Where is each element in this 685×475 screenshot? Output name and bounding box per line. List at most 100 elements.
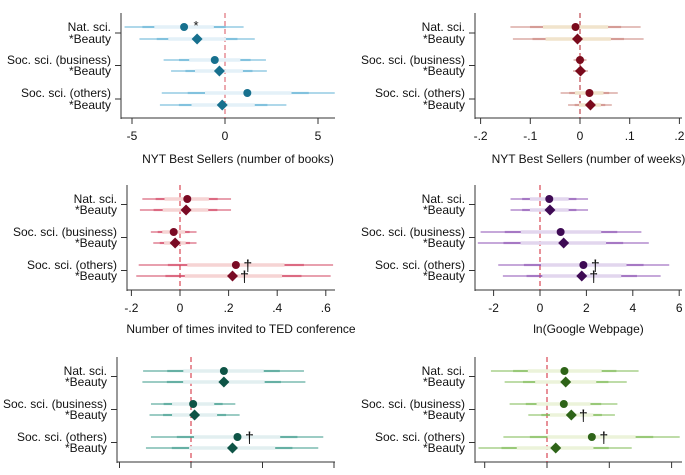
significance-marker: *	[194, 18, 199, 33]
point-estimate-circle	[585, 89, 594, 97]
x-tick-label: -.1	[523, 129, 537, 143]
significance-marker: †	[579, 408, 588, 425]
category-label: Nat. sci.	[74, 192, 117, 206]
panel-1: -5 0 5 NYT Best Sellers (number of books) Na…	[7, 13, 335, 166]
category-label: *Beauty	[75, 203, 117, 217]
significance-marker: †	[589, 269, 598, 286]
x-tick-label: .4	[272, 301, 282, 315]
x-tick-label: 4	[629, 301, 636, 315]
x-tick-label: 0	[177, 301, 184, 315]
point-estimate-diamond	[576, 270, 588, 282]
point-estimate-diamond	[191, 33, 203, 45]
point-estimate-circle	[219, 367, 228, 375]
point-estimate-circle	[560, 367, 569, 375]
category-label: *Beauty	[423, 441, 465, 455]
category-label: *Beauty	[65, 408, 107, 422]
category-label: Soc. sci. (others)	[17, 430, 107, 444]
category-label: Soc. sci. (others)	[375, 258, 465, 272]
point-estimate-diamond	[189, 409, 201, 421]
point-estimate-circle	[579, 261, 588, 269]
category-label: *Beauty	[75, 236, 117, 250]
category-label: Nat. sci.	[422, 364, 465, 378]
category-label: *Beauty	[69, 64, 111, 78]
point-estimate-diamond	[169, 237, 181, 249]
category-label: Soc. sci. (others)	[27, 258, 117, 272]
category-label: *Beauty	[423, 98, 465, 112]
x-tick-label: 5	[315, 129, 322, 143]
point-estimate-circle	[233, 433, 242, 441]
point-estimate-circle	[559, 400, 568, 408]
point-estimate-circle	[189, 400, 198, 408]
point-estimate-diamond	[572, 33, 584, 45]
point-estimate-circle	[180, 23, 189, 31]
x-tick-label: 0	[537, 301, 544, 315]
point-estimate-circle	[210, 56, 219, 64]
significance-marker: †	[243, 258, 252, 275]
category-label: *Beauty	[423, 236, 465, 250]
category-label: Nat. sci.	[422, 20, 465, 34]
category-label: *Beauty	[69, 98, 111, 112]
category-label: Soc. sci. (business)	[361, 397, 465, 411]
point-estimate-diamond	[565, 409, 577, 421]
point-estimate-diamond	[584, 99, 596, 111]
category-label: Soc. sci. (business)	[361, 225, 465, 239]
category-label: Soc. sci. (business)	[361, 53, 465, 67]
x-axis-title: ln(Google Webpage)	[533, 322, 644, 336]
point-estimate-circle	[183, 195, 192, 203]
x-tick-label: -.2	[474, 129, 488, 143]
point-estimate-circle	[169, 228, 178, 236]
x-tick-label: .6	[321, 301, 331, 315]
point-estimate-circle	[243, 89, 252, 97]
x-tick-label: 0	[577, 129, 584, 143]
category-label: Nat. sci.	[422, 192, 465, 206]
category-label: *Beauty	[423, 64, 465, 78]
point-estimate-diamond	[216, 99, 228, 111]
point-estimate-circle	[231, 261, 240, 269]
x-tick-label: -5	[127, 129, 138, 143]
x-axis-title: NYT Best Sellers (number of books)	[142, 152, 334, 166]
x-tick-label: -2	[488, 301, 499, 315]
x-axis-title: Number of times invited to TED conferenc…	[126, 322, 356, 336]
category-label: *Beauty	[75, 269, 117, 283]
point-estimate-circle	[576, 56, 584, 64]
category-label: *Beauty	[69, 32, 111, 46]
significance-marker: †	[240, 269, 249, 286]
category-label: Nat. sci.	[64, 364, 107, 378]
point-estimate-diamond	[550, 442, 562, 454]
x-tick-label: 2	[583, 301, 590, 315]
category-label: Soc. sci. (business)	[3, 397, 107, 411]
panel-2: -.2 -.1 0 .1 .2 NYT Best Sellers (number of w…	[361, 13, 685, 166]
x-tick-label: .1	[625, 129, 635, 143]
point-estimate-diamond	[560, 376, 572, 388]
x-tick-label: .2	[224, 301, 234, 315]
category-label: Soc. sci. (others)	[375, 430, 465, 444]
point-estimate-diamond	[218, 376, 230, 388]
point-estimate-circle	[587, 433, 596, 441]
x-tick-label: 0	[222, 129, 229, 143]
panel-4: -2 0 2 4 6ln(Google Webpage)Nat. sci.*Beauty…	[361, 185, 683, 336]
significance-marker: †	[591, 258, 600, 275]
point-estimate-diamond	[574, 65, 586, 77]
x-tick-label: 6	[676, 301, 683, 315]
category-label: Soc. sci. (business)	[13, 225, 117, 239]
category-label: Soc. sci. (business)	[7, 53, 111, 67]
category-label: *Beauty	[423, 408, 465, 422]
category-label: *Beauty	[423, 203, 465, 217]
point-estimate-diamond	[226, 442, 238, 454]
x-tick-label: -.2	[124, 301, 138, 315]
point-estimate-diamond	[558, 237, 570, 249]
point-estimate-diamond	[226, 270, 238, 282]
x-axis-title: NYT Best Sellers (number of weeks)	[492, 152, 685, 166]
category-label: *Beauty	[423, 269, 465, 283]
category-label: *Beauty	[65, 375, 107, 389]
x-tick-label: .2	[674, 129, 684, 143]
point-estimate-circle	[571, 23, 580, 31]
significance-marker: †	[599, 430, 608, 447]
point-estimate-circle	[556, 228, 565, 236]
point-estimate-diamond	[544, 204, 556, 216]
point-estimate-circle	[545, 195, 554, 203]
category-label: Soc. sci. (others)	[375, 86, 465, 100]
category-label: *Beauty	[423, 375, 465, 389]
